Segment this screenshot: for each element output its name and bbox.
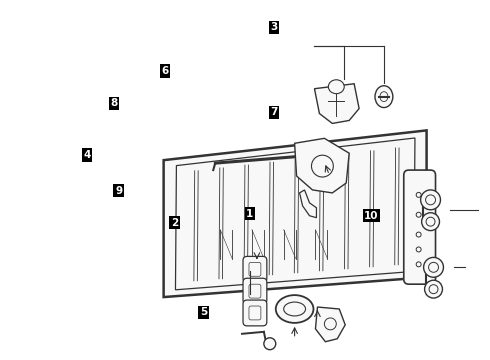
Text: 6: 6 (161, 66, 169, 76)
Polygon shape (299, 190, 317, 218)
Text: 8: 8 (110, 98, 117, 108)
Ellipse shape (424, 257, 443, 277)
Text: 7: 7 (270, 107, 278, 117)
FancyBboxPatch shape (243, 300, 267, 326)
FancyBboxPatch shape (404, 170, 436, 284)
Text: 9: 9 (115, 186, 122, 196)
Text: 1: 1 (246, 209, 253, 219)
Ellipse shape (425, 280, 442, 298)
Text: 2: 2 (171, 218, 178, 228)
FancyBboxPatch shape (243, 278, 267, 304)
Text: 4: 4 (83, 150, 91, 160)
Text: 3: 3 (270, 22, 278, 32)
Ellipse shape (421, 213, 440, 231)
Polygon shape (316, 307, 345, 342)
Text: 5: 5 (200, 307, 207, 317)
Ellipse shape (375, 86, 393, 108)
Polygon shape (315, 84, 359, 123)
Text: 10: 10 (364, 211, 379, 221)
Ellipse shape (276, 295, 314, 323)
Ellipse shape (264, 338, 276, 350)
Polygon shape (164, 130, 427, 297)
Ellipse shape (420, 190, 441, 210)
FancyBboxPatch shape (243, 256, 267, 282)
Polygon shape (294, 138, 349, 193)
Ellipse shape (328, 80, 344, 94)
